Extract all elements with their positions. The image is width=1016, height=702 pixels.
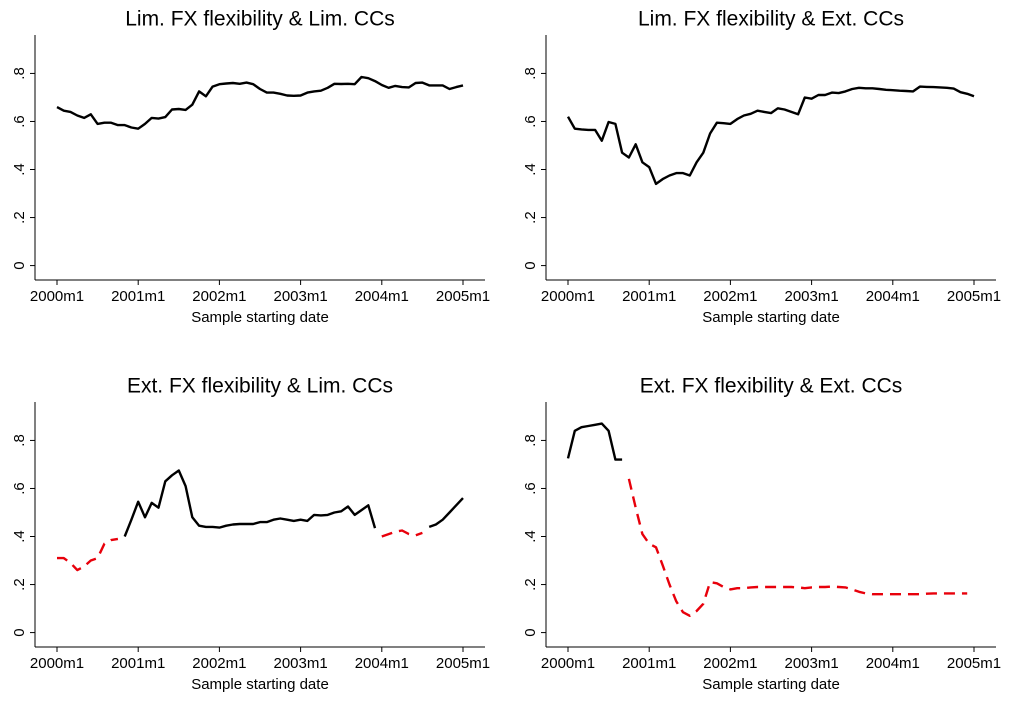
y-tick-label: .4: [11, 530, 28, 543]
x-tick-label: 2001m1: [622, 288, 676, 305]
y-tick-label: .6: [11, 115, 28, 128]
y-tick-label: 0: [11, 261, 28, 269]
y-tick-label: 0: [11, 628, 28, 636]
data-line: [566, 85, 975, 186]
x-axis-title: Sample starting date: [191, 309, 329, 326]
x-tick-label: 2002m1: [192, 655, 246, 672]
data-line: [627, 478, 968, 617]
x-tick-label: 2005m1: [947, 288, 1001, 305]
x-tick-label: 2002m1: [703, 655, 757, 672]
x-tick-label: 2005m1: [436, 288, 490, 305]
data-line: [123, 469, 464, 537]
x-tick-label: 2001m1: [111, 288, 165, 305]
x-tick-label: 2000m1: [541, 655, 595, 672]
x-tick-label: 2004m1: [355, 288, 409, 305]
x-tick-label: 2001m1: [622, 655, 676, 672]
y-tick-label: .6: [11, 482, 28, 495]
panel-title: Lim. FX flexibility & Lim. CCs: [125, 8, 395, 31]
x-axis-title: Sample starting date: [702, 309, 840, 326]
x-tick-label: 2001m1: [111, 655, 165, 672]
panel: Ext. FX flexibility & Ext. CCs 0 .2 .4 .6 .8 2…: [522, 375, 1001, 693]
x-tick-label: 2003m1: [784, 655, 838, 672]
y-tick-label: .2: [11, 578, 28, 591]
y-tick-label: .4: [11, 163, 28, 176]
y-tick-label: .2: [522, 578, 539, 591]
y-tick-label: .2: [522, 211, 539, 224]
panel: Lim. FX flexibility & Lim. CCs 0 .2 .4 .6 .8 2…: [11, 8, 490, 326]
y-tick-label: 0: [522, 628, 539, 636]
x-tick-label: 2004m1: [355, 655, 409, 672]
x-tick-label: 2002m1: [703, 288, 757, 305]
x-tick-label: 2003m1: [784, 288, 838, 305]
panel-title: Ext. FX flexibility & Ext. CCs: [640, 375, 903, 398]
x-tick-label: 2000m1: [541, 288, 595, 305]
y-tick-label: .4: [522, 530, 539, 543]
y-tick-label: .4: [522, 163, 539, 176]
x-tick-label: 2000m1: [30, 288, 84, 305]
x-tick-label: 2005m1: [436, 655, 490, 672]
panel: Lim. FX flexibility & Ext. CCs 0 .2 .4 .6 .8 2…: [522, 8, 1001, 326]
x-axis-title: Sample starting date: [191, 676, 329, 693]
y-tick-label: .6: [522, 482, 539, 495]
y-tick-label: .8: [11, 67, 28, 80]
y-tick-label: 0: [522, 261, 539, 269]
y-tick-label: .6: [522, 115, 539, 128]
x-axis-title: Sample starting date: [702, 676, 840, 693]
data-line: [57, 529, 423, 572]
x-tick-label: 2005m1: [947, 655, 1001, 672]
panel-title: Ext. FX flexibility & Lim. CCs: [127, 375, 393, 398]
x-tick-label: 2003m1: [273, 288, 327, 305]
y-tick-label: .8: [522, 434, 539, 447]
x-tick-label: 2004m1: [866, 655, 920, 672]
data-line: [56, 75, 464, 130]
x-tick-label: 2000m1: [30, 655, 84, 672]
y-tick-label: .8: [522, 67, 539, 80]
y-tick-label: .8: [11, 434, 28, 447]
x-tick-label: 2003m1: [273, 655, 327, 672]
x-tick-label: 2002m1: [192, 288, 246, 305]
y-tick-label: .2: [11, 211, 28, 224]
panel-title: Lim. FX flexibility & Ext. CCs: [638, 8, 904, 31]
x-tick-label: 2004m1: [866, 288, 920, 305]
panel: Ext. FX flexibility & Lim. CCs 0 .2 .4 .6 .8 2…: [11, 375, 490, 693]
data-line: [566, 422, 623, 461]
